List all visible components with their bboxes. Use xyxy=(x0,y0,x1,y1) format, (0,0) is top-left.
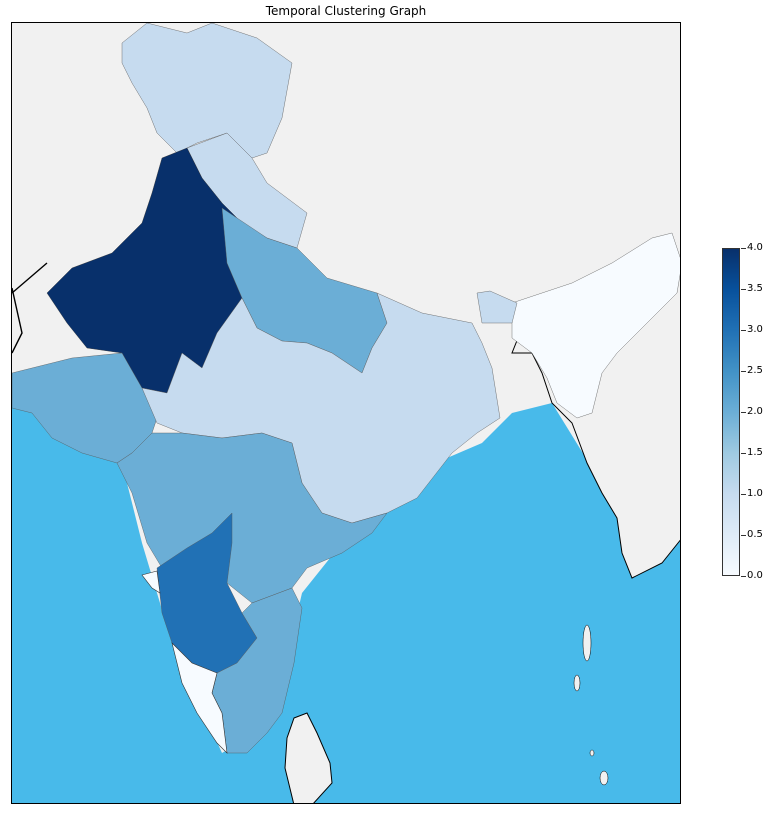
colorbar-tick xyxy=(741,412,746,413)
colorbar-tick xyxy=(741,453,746,454)
colorbar-tick xyxy=(741,289,746,290)
colorbar-label-1-5: 1.5 xyxy=(747,447,763,458)
colorbar-label-2: 2.0 xyxy=(747,406,763,417)
colorbar-label-3: 3.0 xyxy=(747,324,763,335)
sri-lanka xyxy=(284,712,333,803)
ocean xyxy=(12,373,680,803)
map-title: Temporal Clustering Graph xyxy=(265,4,427,18)
colorbar-label-2-5: 2.5 xyxy=(747,365,763,376)
colorbar-label-4: 4.0 xyxy=(747,242,763,253)
colorbar-label-0: 0.0 xyxy=(747,570,763,581)
map-area[interactable] xyxy=(11,22,681,804)
colorbar xyxy=(722,248,740,576)
colorbar-tick xyxy=(741,330,746,331)
region-northeast xyxy=(511,232,680,419)
region-sikkim xyxy=(476,290,518,324)
colorbar-label-1: 1.0 xyxy=(747,488,763,499)
region-kerala-goa xyxy=(171,642,228,754)
colorbar-tick xyxy=(741,576,746,577)
colorbar-tick xyxy=(741,535,746,536)
india-map xyxy=(12,23,680,803)
colorbar-label-3-5: 3.5 xyxy=(747,283,763,294)
colorbar-label-0-5: 0.5 xyxy=(747,529,763,540)
region-kerala-goa-north xyxy=(141,570,161,594)
colorbar-tick xyxy=(741,494,746,495)
region-north-kashmir xyxy=(121,23,293,159)
andaman-nicobar-islands xyxy=(573,624,609,786)
colorbar-tick xyxy=(741,371,746,372)
colorbar-tick xyxy=(741,248,746,249)
border-line-west xyxy=(12,262,48,354)
